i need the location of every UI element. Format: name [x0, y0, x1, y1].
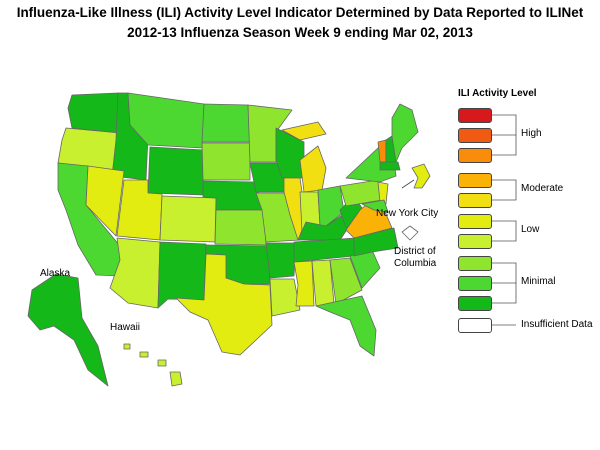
legend-swatch-level-0: [458, 318, 492, 333]
dc-region: [401, 225, 419, 241]
legend-swatch-level-10: [458, 108, 492, 123]
legend-swatch-level-3: [458, 256, 492, 271]
state-north-dakota: [201, 103, 251, 143]
legend-label-moderate: Moderate: [521, 183, 564, 194]
legend-label-high: High: [521, 128, 542, 139]
nyc-region: [411, 163, 431, 189]
state-new-jersey: [377, 181, 389, 205]
state-utah: [116, 179, 163, 241]
state-hawaii-oahu: [139, 351, 149, 358]
legend-swatch-level-9: [458, 128, 492, 143]
map-subtitle: 2012-13 Influenza Season Week 9 ending M…: [127, 25, 473, 40]
state-hawaii-kauai: [123, 343, 131, 350]
state-hawaii-maui: [157, 359, 167, 367]
legend-swatch-level-1: [458, 296, 492, 311]
alaska-label: Alaska: [40, 268, 71, 279]
nyc-pointer: [401, 179, 415, 189]
legend-swatch-level-4: [458, 234, 492, 249]
state-mississippi: [293, 260, 315, 307]
state-washington: [67, 92, 121, 134]
state-north-carolina: [353, 227, 399, 257]
legend-title: ILI Activity Level: [458, 88, 537, 99]
legend-swatch-level-6: [458, 193, 492, 208]
legend-swatch-level-8: [458, 148, 492, 163]
legend-swatch-level-5: [458, 214, 492, 229]
nyc-label: New York City: [376, 208, 439, 219]
state-ohio: [317, 185, 345, 227]
legend-label-low: Low: [521, 224, 540, 235]
state-maine: [391, 103, 419, 163]
legend-brackets: [492, 114, 517, 326]
legend-swatch-level-7: [458, 173, 492, 188]
state-georgia: [329, 257, 363, 305]
state-massachusetts: [379, 161, 401, 171]
state-arkansas: [265, 242, 297, 279]
hawaii-label: Hawaii: [110, 322, 141, 333]
state-florida: [315, 295, 377, 357]
state-michigan: [281, 121, 327, 193]
state-south-dakota: [201, 142, 251, 181]
state-maryland: [361, 199, 389, 213]
legend: ILI Activity Level High Moderate Low Min…: [458, 88, 598, 338]
state-wyoming: [147, 146, 205, 196]
state-louisiana: [269, 278, 301, 317]
state-texas: [175, 253, 273, 356]
state-nevada: [85, 165, 125, 237]
dc-label-line1: District of: [394, 246, 436, 257]
map-title: Influenza-Like Illness (ILI) Activity Le…: [16, 5, 584, 20]
legend-swatch-level-2: [458, 276, 492, 291]
state-kansas: [214, 209, 267, 246]
dc-label-line2: Columbia: [394, 258, 437, 269]
legend-label-minimal: Minimal: [521, 276, 556, 287]
state-alaska: [27, 273, 109, 387]
state-colorado: [159, 195, 217, 243]
state-montana: [127, 92, 205, 149]
legend-label-insufficient: Insufficient Data: [521, 319, 593, 330]
state-hawaii-big: [169, 371, 183, 387]
